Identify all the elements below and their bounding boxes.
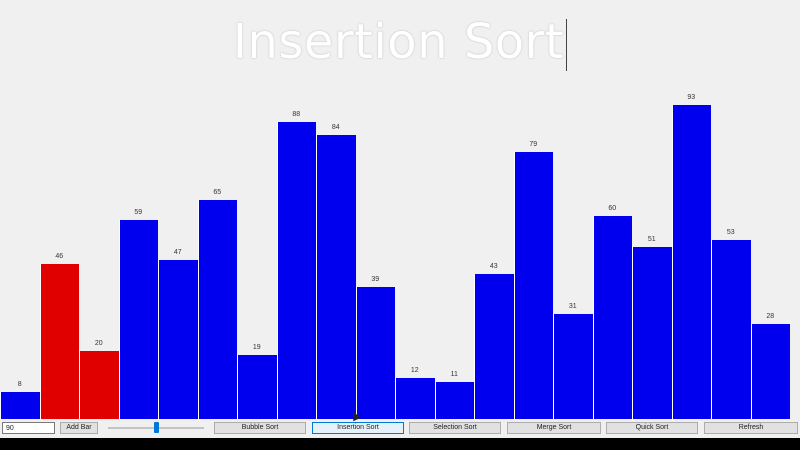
bar	[592, 216, 632, 419]
bar-value-label: 88	[292, 110, 301, 118]
bar	[316, 135, 356, 419]
bar	[79, 351, 119, 419]
title-text: Insertion Sort	[232, 14, 565, 70]
bar	[276, 121, 316, 419]
bar-value-label: 43	[489, 262, 498, 270]
bar-count-input[interactable]	[2, 422, 55, 434]
bar-chart: 8 46 20 59 47 65 19 88 84 39 12 11 43 79 31 60 51 93 53 28	[0, 94, 790, 419]
bar	[474, 273, 514, 419]
bar-value-label: 8	[17, 380, 22, 388]
bar	[434, 381, 474, 419]
speed-slider-thumb[interactable]	[153, 422, 159, 433]
bubble-sort-button[interactable]: Bubble Sort	[214, 422, 306, 434]
bar	[237, 354, 277, 419]
bar	[197, 199, 237, 419]
text-caret	[566, 19, 568, 71]
bar	[118, 219, 158, 419]
bar-value-label: 20	[94, 340, 103, 348]
taskbar-strip	[0, 438, 800, 450]
bar-value-label: 47	[173, 249, 182, 257]
bar	[395, 378, 435, 419]
bar	[355, 287, 395, 419]
bar-value-label: 60	[608, 205, 617, 213]
refresh-button[interactable]: Refresh	[704, 422, 798, 434]
bar-value-label: 53	[726, 229, 735, 237]
bar-value-label: 12	[410, 367, 419, 375]
bar	[513, 152, 553, 419]
page-title: Insertion Sort	[0, 14, 800, 71]
bar-value-label: 28	[766, 313, 775, 321]
merge-sort-button[interactable]: Merge Sort	[507, 422, 601, 434]
selection-sort-button[interactable]: Selection Sort	[409, 422, 501, 434]
bar	[0, 391, 40, 419]
bar-value-label: 19	[252, 343, 261, 351]
bar-value-label: 11	[450, 370, 458, 378]
bar	[711, 240, 751, 419]
bar	[39, 263, 79, 419]
add-bar-button[interactable]: Add Bar	[60, 422, 98, 434]
bar-value-label: 59	[134, 208, 143, 216]
bar	[158, 260, 198, 419]
quick-sort-button[interactable]: Quick Sort	[606, 422, 698, 434]
bar	[632, 246, 672, 419]
controls-bar: Add Bar Bubble Sort Insertion Sort Selec…	[0, 420, 800, 438]
bar-value-label: 46	[55, 252, 64, 260]
bar-value-label: 31	[568, 303, 577, 311]
insertion-sort-button[interactable]: Insertion Sort	[312, 422, 404, 434]
bar	[750, 324, 790, 419]
bar-value-label: 79	[529, 141, 538, 149]
bar-value-label: 84	[331, 124, 340, 132]
bar-value-label: 65	[213, 188, 222, 196]
bar	[671, 105, 711, 419]
bar	[553, 314, 593, 419]
bar-value-label: 93	[687, 94, 696, 101]
bar-value-label: 39	[371, 276, 380, 284]
bar-value-label: 51	[647, 235, 656, 243]
